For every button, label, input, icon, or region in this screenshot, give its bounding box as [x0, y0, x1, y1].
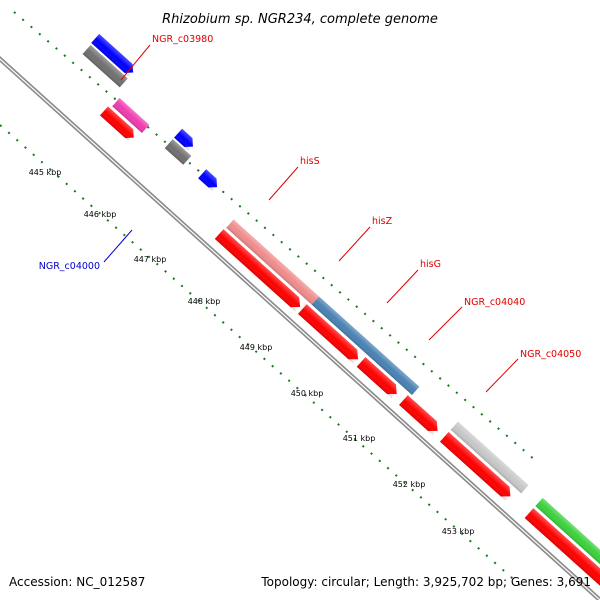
tick-label-449: 449 kbp	[240, 343, 273, 352]
tick-label-446: 446 kbp	[84, 210, 117, 219]
gene-label-ngr-c04040[interactable]: NGR_c04040	[464, 297, 525, 308]
accession-text: Accession: NC_012587	[9, 575, 145, 589]
topology-text: Topology: circular; Length: 3,925,702 bp…	[260, 575, 591, 589]
tick-guides	[0, 11, 536, 586]
gene-label-ngr-c04000[interactable]: NGR_c04000	[39, 261, 100, 272]
genome-backbone	[0, 55, 600, 600]
label-connectors	[103, 44, 519, 393]
feature-track	[82, 33, 600, 600]
tick-label-448: 448 kbp	[188, 297, 221, 306]
gene-labels: NGR_c03980 hisS hisZ hisG NGR_c04040 NGR…	[39, 34, 582, 360]
tick-label-447: 447 kbp	[134, 255, 167, 264]
bottom-tick-guide	[0, 124, 521, 586]
gene-label-hiss[interactable]: hisS	[300, 156, 320, 167]
tick-label-450: 450 kbp	[291, 389, 324, 398]
tick-label-451: 451 kbp	[343, 434, 376, 443]
gene-label-hisz[interactable]: hisZ	[372, 216, 393, 227]
map-title: Rhizobium sp. NGR234, complete genome	[162, 12, 438, 27]
gene-label-ngr-c03980[interactable]: NGR_c03980	[152, 34, 213, 45]
tick-label-453: 453 kbp	[442, 527, 475, 536]
tick-label-452: 452 kbp	[393, 480, 426, 489]
gene-label-ngr-c04050[interactable]: NGR_c04050	[520, 349, 581, 360]
top-tick-guide	[13, 11, 536, 461]
kbp-ticks: 445 kbp 446 kbp 447 kbp 448 kbp 449 kbp …	[29, 168, 475, 536]
gene-label-hisg[interactable]: hisG	[420, 259, 441, 270]
tick-label-445: 445 kbp	[29, 168, 62, 177]
